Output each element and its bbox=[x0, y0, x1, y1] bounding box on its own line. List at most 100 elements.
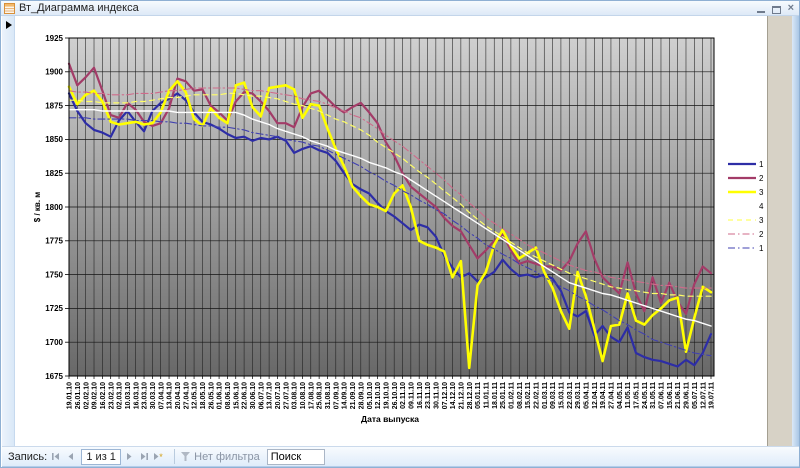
legend-label: 1 bbox=[759, 160, 764, 169]
x-tick-label: 21.09.10 bbox=[350, 382, 357, 409]
record-selector-bar[interactable] bbox=[2, 16, 15, 446]
x-tick-label: 01.03.11 bbox=[542, 382, 549, 409]
x-tick-label: 07.09.10 bbox=[333, 382, 340, 409]
x-tick-label: 22.02.11 bbox=[534, 382, 541, 409]
x-tick-label: 03.08.10 bbox=[292, 382, 299, 409]
x-tick-label: 31.05.11 bbox=[650, 382, 657, 409]
last-record-icon bbox=[141, 453, 149, 460]
x-tick-label: 12.07.11 bbox=[700, 382, 707, 409]
x-tick-label: 07.12.10 bbox=[442, 382, 449, 409]
x-tick-label: 13.07.10 bbox=[267, 382, 274, 409]
filter-status[interactable]: Нет фильтра bbox=[180, 451, 260, 463]
maximize-icon[interactable] bbox=[771, 5, 781, 14]
next-record-icon bbox=[127, 453, 132, 460]
x-tick-label: 29.06.11 bbox=[684, 382, 691, 409]
x-tick-label: 05.07.11 bbox=[692, 382, 699, 409]
x-tick-label: 18.05.10 bbox=[200, 382, 207, 409]
x-tick-label: 04.05.11 bbox=[617, 382, 624, 409]
x-tick-label: 16.11.10 bbox=[417, 382, 424, 409]
search-input[interactable] bbox=[266, 448, 325, 465]
y-tick-label: 1800 bbox=[45, 203, 63, 212]
form-icon bbox=[4, 3, 15, 14]
x-tick-label: 12.10.10 bbox=[375, 382, 382, 409]
navbar-separator bbox=[174, 449, 176, 464]
minimize-icon[interactable] bbox=[756, 11, 765, 13]
series-data-3 bbox=[67, 80, 713, 370]
record-label: Запись: bbox=[8, 450, 48, 463]
x-tick-label: 22.03.11 bbox=[567, 382, 574, 409]
series-data-1 bbox=[67, 92, 713, 368]
x-tick-label: 20.07.10 bbox=[275, 382, 282, 409]
filter-status-label: Нет фильтра bbox=[194, 450, 260, 463]
y-tick-label: 1850 bbox=[45, 135, 63, 144]
x-tick-label: 09.02.10 bbox=[92, 382, 99, 409]
legend-label: 2 bbox=[759, 230, 764, 239]
x-tick-label: 01.06.10 bbox=[217, 382, 224, 409]
plot-border bbox=[68, 37, 715, 377]
new-record-button[interactable]: * bbox=[153, 450, 166, 463]
x-tick-label: 12.05.10 bbox=[192, 382, 199, 409]
record-position[interactable]: 1 из 1 bbox=[81, 448, 122, 465]
title-bar: Вт_Диаграмма индекса × bbox=[1, 1, 799, 16]
x-tick-label: 15.03.11 bbox=[559, 382, 566, 409]
window-bottom-border bbox=[2, 466, 799, 467]
first-record-icon bbox=[52, 453, 60, 460]
x-tick-label: 25.08.10 bbox=[317, 382, 324, 409]
filter-icon bbox=[181, 452, 191, 461]
x-tick-label: 17.08.10 bbox=[308, 382, 315, 409]
x-tick-label: 02.03.10 bbox=[117, 382, 124, 409]
y-tick-label: 1875 bbox=[45, 101, 63, 110]
x-tick-label: 02.11.10 bbox=[400, 382, 407, 409]
x-tick-label: 23.03.10 bbox=[142, 382, 149, 409]
x-tick-label: 21.06.11 bbox=[675, 382, 682, 409]
x-tick-label: 27.04.10 bbox=[183, 382, 190, 409]
x-tick-label: 28.12.10 bbox=[467, 382, 474, 409]
series-data-4 bbox=[68, 109, 712, 327]
x-tick-label: 15.02.11 bbox=[525, 382, 532, 409]
x-tick-label: 07.06.11 bbox=[659, 382, 666, 409]
x-tick-label: 31.08.10 bbox=[325, 382, 332, 409]
x-tick-label: 09.03.11 bbox=[550, 382, 557, 409]
y-tick-label: 1900 bbox=[45, 68, 63, 77]
x-tick-label: 02.02.10 bbox=[83, 382, 90, 409]
next-record-button[interactable] bbox=[123, 450, 136, 463]
x-axis-title: Дата выпуска bbox=[361, 414, 419, 424]
x-tick-label: 17.05.11 bbox=[634, 382, 641, 409]
last-record-button[interactable] bbox=[138, 450, 151, 463]
x-tick-label: 23.11.10 bbox=[425, 382, 432, 409]
window-right-border bbox=[792, 16, 799, 446]
legend-label: 3 bbox=[759, 188, 764, 197]
previous-record-button[interactable] bbox=[64, 450, 77, 463]
x-tick-label: 08.06.10 bbox=[225, 382, 232, 409]
x-tick-label: 25.01.11 bbox=[500, 382, 507, 409]
x-tick-label: 19.01.10 bbox=[67, 382, 74, 409]
window-title: Вт_Диаграмма индекса bbox=[19, 2, 139, 14]
x-tick-label: 08.02.11 bbox=[517, 382, 524, 409]
x-tick-label: 16.03.10 bbox=[133, 382, 140, 409]
previous-record-icon bbox=[68, 453, 74, 460]
close-icon[interactable]: × bbox=[787, 2, 794, 14]
x-tick-label: 23.02.10 bbox=[108, 382, 115, 409]
y-tick-label: 1825 bbox=[45, 169, 63, 178]
x-tick-label: 10.08.10 bbox=[300, 382, 307, 409]
series-trend-1 bbox=[68, 117, 712, 357]
x-tick-label: 11.05.11 bbox=[625, 382, 632, 409]
y-tick-label: 1725 bbox=[45, 304, 63, 313]
x-tick-label: 29.03.11 bbox=[575, 382, 582, 409]
x-tick-label: 19.10.10 bbox=[383, 382, 390, 409]
x-tick-label: 13.04.10 bbox=[167, 382, 174, 409]
x-tick-label: 11.01.11 bbox=[483, 382, 490, 409]
x-tick-label: 15.06.10 bbox=[233, 382, 240, 409]
x-tick-label: 30.06.10 bbox=[250, 382, 257, 409]
first-record-button[interactable] bbox=[49, 450, 62, 463]
y-axis-title: $ / кв. м bbox=[33, 192, 42, 222]
x-tick-label: 18.01.11 bbox=[492, 382, 499, 409]
index-chart: 1675 1700 1725 1750 1775 1800 1825 1850 1875 1900… bbox=[33, 34, 764, 424]
legend-label: 1 bbox=[759, 244, 764, 253]
x-tick-label: 05.01.11 bbox=[475, 382, 482, 409]
y-tick-label: 1675 bbox=[45, 372, 63, 381]
x-tick-label: 15.06.11 bbox=[667, 382, 674, 409]
x-tick-label: 06.07.10 bbox=[258, 382, 265, 409]
x-tick-label: 21.12.10 bbox=[458, 382, 465, 409]
y-tick-label: 1700 bbox=[45, 338, 63, 347]
